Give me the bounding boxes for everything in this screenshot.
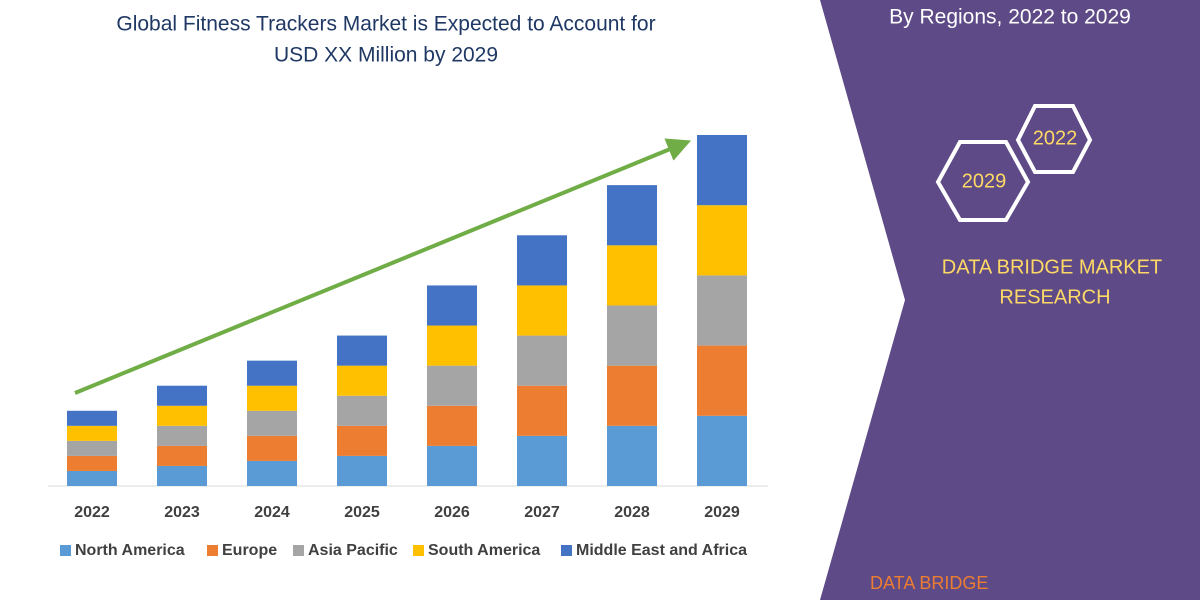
bar-segment bbox=[247, 360, 297, 386]
hex-label: 2029 bbox=[962, 170, 1007, 192]
panel-subtitle: By Regions, 2022 to 2029 bbox=[889, 6, 1131, 29]
x-tick-label: 2026 bbox=[434, 504, 470, 521]
bar-segment bbox=[337, 365, 387, 396]
bar-segment bbox=[247, 385, 297, 411]
legend-label: Asia Pacific bbox=[308, 542, 398, 559]
x-tick-label: 2022 bbox=[74, 504, 110, 521]
bar-segment bbox=[337, 335, 387, 366]
legend-swatch bbox=[561, 545, 572, 556]
x-tick-label: 2025 bbox=[344, 504, 380, 521]
hexagon bbox=[935, 140, 1031, 222]
chart-title: Global Fitness Trackers Market is Expect… bbox=[116, 13, 655, 36]
bar-segment bbox=[607, 365, 657, 426]
legend-label: Europe bbox=[222, 542, 277, 559]
bar-segment bbox=[697, 345, 747, 416]
bar-segment bbox=[337, 425, 387, 456]
bar-segment bbox=[427, 325, 477, 366]
bar-segment bbox=[427, 405, 477, 446]
brand-text: DATA BRIDGE MARKET bbox=[942, 256, 1162, 278]
logo-text: DATA BRIDGE bbox=[870, 573, 988, 593]
bar-segment bbox=[67, 425, 117, 441]
legend-swatch bbox=[207, 545, 218, 556]
bar-segment bbox=[337, 395, 387, 426]
trend-arrow bbox=[74, 138, 692, 395]
x-tick-label: 2024 bbox=[254, 504, 290, 521]
bar-segment bbox=[247, 410, 297, 436]
bar-segment bbox=[67, 455, 117, 471]
bar-segment bbox=[607, 245, 657, 306]
bar-segment bbox=[157, 445, 207, 466]
chart-title: USD XX Million by 2029 bbox=[274, 44, 498, 67]
bar-segment bbox=[697, 415, 747, 486]
hex-label: 2022 bbox=[1033, 127, 1078, 149]
bar-segment bbox=[157, 385, 207, 406]
side-panel bbox=[820, 0, 1200, 600]
brand-text: RESEARCH bbox=[999, 286, 1110, 308]
bar-segment bbox=[67, 410, 117, 426]
bar-segment bbox=[517, 285, 567, 336]
bar-segment bbox=[517, 435, 567, 486]
legend-swatch bbox=[293, 545, 304, 556]
bar-segment bbox=[427, 365, 477, 406]
bar-segment bbox=[607, 425, 657, 486]
x-tick-label: 2027 bbox=[524, 504, 560, 521]
bar-segment bbox=[427, 285, 477, 326]
bar-segment bbox=[607, 185, 657, 246]
x-tick-label: 2029 bbox=[704, 504, 740, 521]
bar-segment bbox=[157, 425, 207, 446]
bar-segment bbox=[697, 275, 747, 346]
bar-segment bbox=[337, 455, 387, 486]
legend-label: South America bbox=[428, 542, 540, 559]
x-tick-label: 2023 bbox=[164, 504, 200, 521]
bar-segment bbox=[247, 435, 297, 461]
legend-label: North America bbox=[75, 542, 185, 559]
bar-segment bbox=[697, 135, 747, 206]
hexagon bbox=[1015, 104, 1093, 174]
legend-swatch bbox=[60, 545, 71, 556]
bar-segment bbox=[67, 470, 117, 486]
legend-label: Middle East and Africa bbox=[576, 542, 747, 559]
bar-segment bbox=[427, 445, 477, 486]
bar-segment bbox=[517, 385, 567, 436]
bar-segment bbox=[517, 335, 567, 386]
legend-swatch bbox=[413, 545, 424, 556]
bar-segment bbox=[67, 440, 117, 456]
x-tick-label: 2028 bbox=[614, 504, 650, 521]
bar-segment bbox=[157, 405, 207, 426]
bar-segment bbox=[247, 460, 297, 486]
bar-segment bbox=[517, 235, 567, 286]
bar-segment bbox=[697, 205, 747, 276]
bar-segment bbox=[157, 465, 207, 486]
bar-segment bbox=[607, 305, 657, 366]
